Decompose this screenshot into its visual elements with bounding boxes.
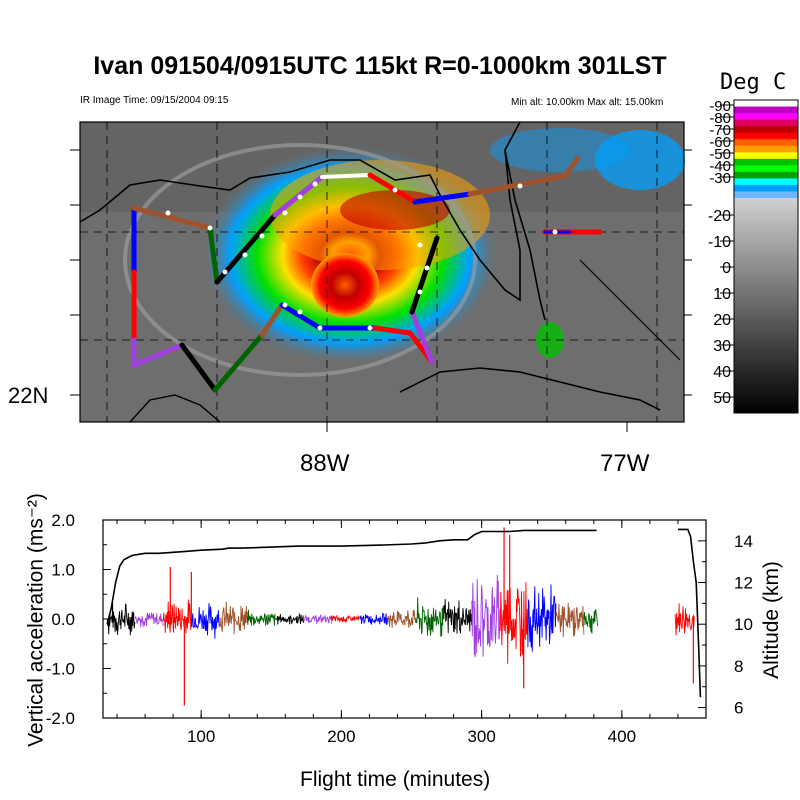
y2-tick-label: 12 xyxy=(734,574,753,593)
storm-eye xyxy=(311,253,379,317)
acceleration-series-segment xyxy=(583,609,599,634)
acceleration-series-segment xyxy=(443,599,473,634)
acceleration-series-segment xyxy=(555,602,585,638)
colorbar-swatch xyxy=(734,139,798,147)
ir-satellite-map xyxy=(70,121,692,432)
colorbar-label: 50 xyxy=(713,390,731,407)
colorbar-swatch xyxy=(734,106,798,114)
acceleration-series-segment xyxy=(674,603,695,636)
colorbar-frame xyxy=(733,99,799,414)
x-tick-label: 400 xyxy=(608,727,636,746)
colorbar-label: -40 xyxy=(709,158,731,175)
colorbar-label: -90 xyxy=(709,98,731,115)
cloud-north xyxy=(490,128,630,172)
colorbar-swatch xyxy=(734,119,798,127)
colorbar-title: Deg C xyxy=(720,70,787,95)
storm-cloud-cold-top xyxy=(340,190,450,230)
colorbar-swatch xyxy=(734,113,798,121)
x-tick-label: 100 xyxy=(187,727,215,746)
colorbar-swatch xyxy=(734,171,798,179)
colorbar-swatch xyxy=(734,178,798,186)
y2-tick-label: 14 xyxy=(734,532,753,551)
acceleration-series-segment xyxy=(387,609,417,629)
map-frame xyxy=(79,121,685,423)
y2-tick-label: 6 xyxy=(734,699,743,718)
florida-coastline xyxy=(504,149,546,321)
colorbar-label: -70 xyxy=(709,122,731,139)
colorbar-label: -50 xyxy=(709,146,731,163)
map-grid xyxy=(80,122,684,422)
lon-label-88w: 88W xyxy=(300,450,350,477)
acceleration-series-segment xyxy=(359,612,389,625)
colorbar-label: -20 xyxy=(708,208,731,225)
altitude-line-descent xyxy=(678,528,702,698)
colorbar-swatch xyxy=(734,158,798,166)
colorbar: -90-80-70-60-50-40-30 -20 -10 0 10 20 30 40 50 xyxy=(708,98,799,414)
colorbar-swatch xyxy=(734,132,798,140)
map-ticks xyxy=(70,149,692,432)
colorbar-label: -80 xyxy=(709,110,731,127)
cuba-coastline xyxy=(399,367,661,411)
colorbar-swatch xyxy=(734,191,798,199)
colorbar-swatch xyxy=(734,100,798,108)
colorbar-label: -10 xyxy=(708,234,731,251)
acceleration-series-segment xyxy=(527,584,557,652)
cloud-east xyxy=(595,130,685,190)
colorbar-label: 20 xyxy=(713,312,731,329)
altitude-range: Min alt: 10.00km Max alt: 15.00km xyxy=(511,97,664,108)
x-axis-label: Flight time (minutes) xyxy=(300,768,491,791)
acceleration-series-segment xyxy=(471,574,501,658)
outer-band xyxy=(123,143,477,377)
x-tick-label: 300 xyxy=(467,727,495,746)
lon-label-77w: 77W xyxy=(600,450,650,477)
y-axis-label-acceleration: Vertical acceleration (ms⁻²) xyxy=(24,493,48,747)
acceleration-series-segment xyxy=(246,609,276,626)
acceleration-series-segment xyxy=(106,601,136,636)
colorbar-swatch xyxy=(734,184,798,192)
flight-track xyxy=(131,155,603,393)
colorbar-label: 40 xyxy=(713,364,731,381)
chart-title: Ivan 091504/0915UTC 115kt R=0-1000km 301… xyxy=(93,52,667,80)
colorbar-gray-ramp xyxy=(734,198,798,413)
y2-tick-label: 10 xyxy=(734,615,753,634)
altitude-line xyxy=(106,529,597,625)
y-tick-label: -2.0 xyxy=(46,709,75,728)
y-tick-label: 0.0 xyxy=(51,610,75,629)
colorbar-swatch xyxy=(734,145,798,153)
colorbar-label: 10 xyxy=(713,286,731,303)
acceleration-series-segment xyxy=(190,603,220,639)
colorbar-swatch xyxy=(734,126,798,134)
y2-tick-label: 8 xyxy=(734,657,743,676)
yucatan-coastline xyxy=(129,394,221,423)
acceleration-series-segment xyxy=(134,612,164,628)
lat-label-22n: 22N xyxy=(8,383,49,408)
colorbar-swatch xyxy=(734,152,798,160)
acceleration-altitude-plot: 100 200 300 400 -2.0 -1.0 0.0 1.0 2.0 6 8 10 12 14 xyxy=(46,511,753,746)
x-tick-label: 200 xyxy=(327,727,355,746)
flight-track-dots xyxy=(165,181,558,331)
y-tick-label: -1.0 xyxy=(46,660,75,679)
acceleration-series-segment xyxy=(162,599,192,634)
acceleration-series-segment xyxy=(415,597,445,637)
colorbar-label: -60 xyxy=(709,134,731,151)
ir-image-time: IR Image Time: 09/15/2004 09:15 xyxy=(80,95,229,106)
y-tick-label: 1.0 xyxy=(51,561,75,580)
colorbar-label: 0 xyxy=(722,260,731,277)
gulf-coastline xyxy=(79,121,521,302)
acceleration-series-segment xyxy=(218,601,248,635)
acceleration-series-segment xyxy=(275,613,304,625)
colorbar-label: 30 xyxy=(713,338,731,355)
y-tick-label: 2.0 xyxy=(51,511,75,530)
acceleration-series-segment xyxy=(331,614,360,623)
plot-frame xyxy=(102,519,707,719)
acceleration-series-segment xyxy=(303,614,332,624)
colorbar-label: -30 xyxy=(709,170,731,187)
colorbar-swatch xyxy=(734,165,798,173)
y-axis-label-altitude: Altitude (km) xyxy=(760,561,783,679)
bahamas-coastline xyxy=(579,259,681,361)
